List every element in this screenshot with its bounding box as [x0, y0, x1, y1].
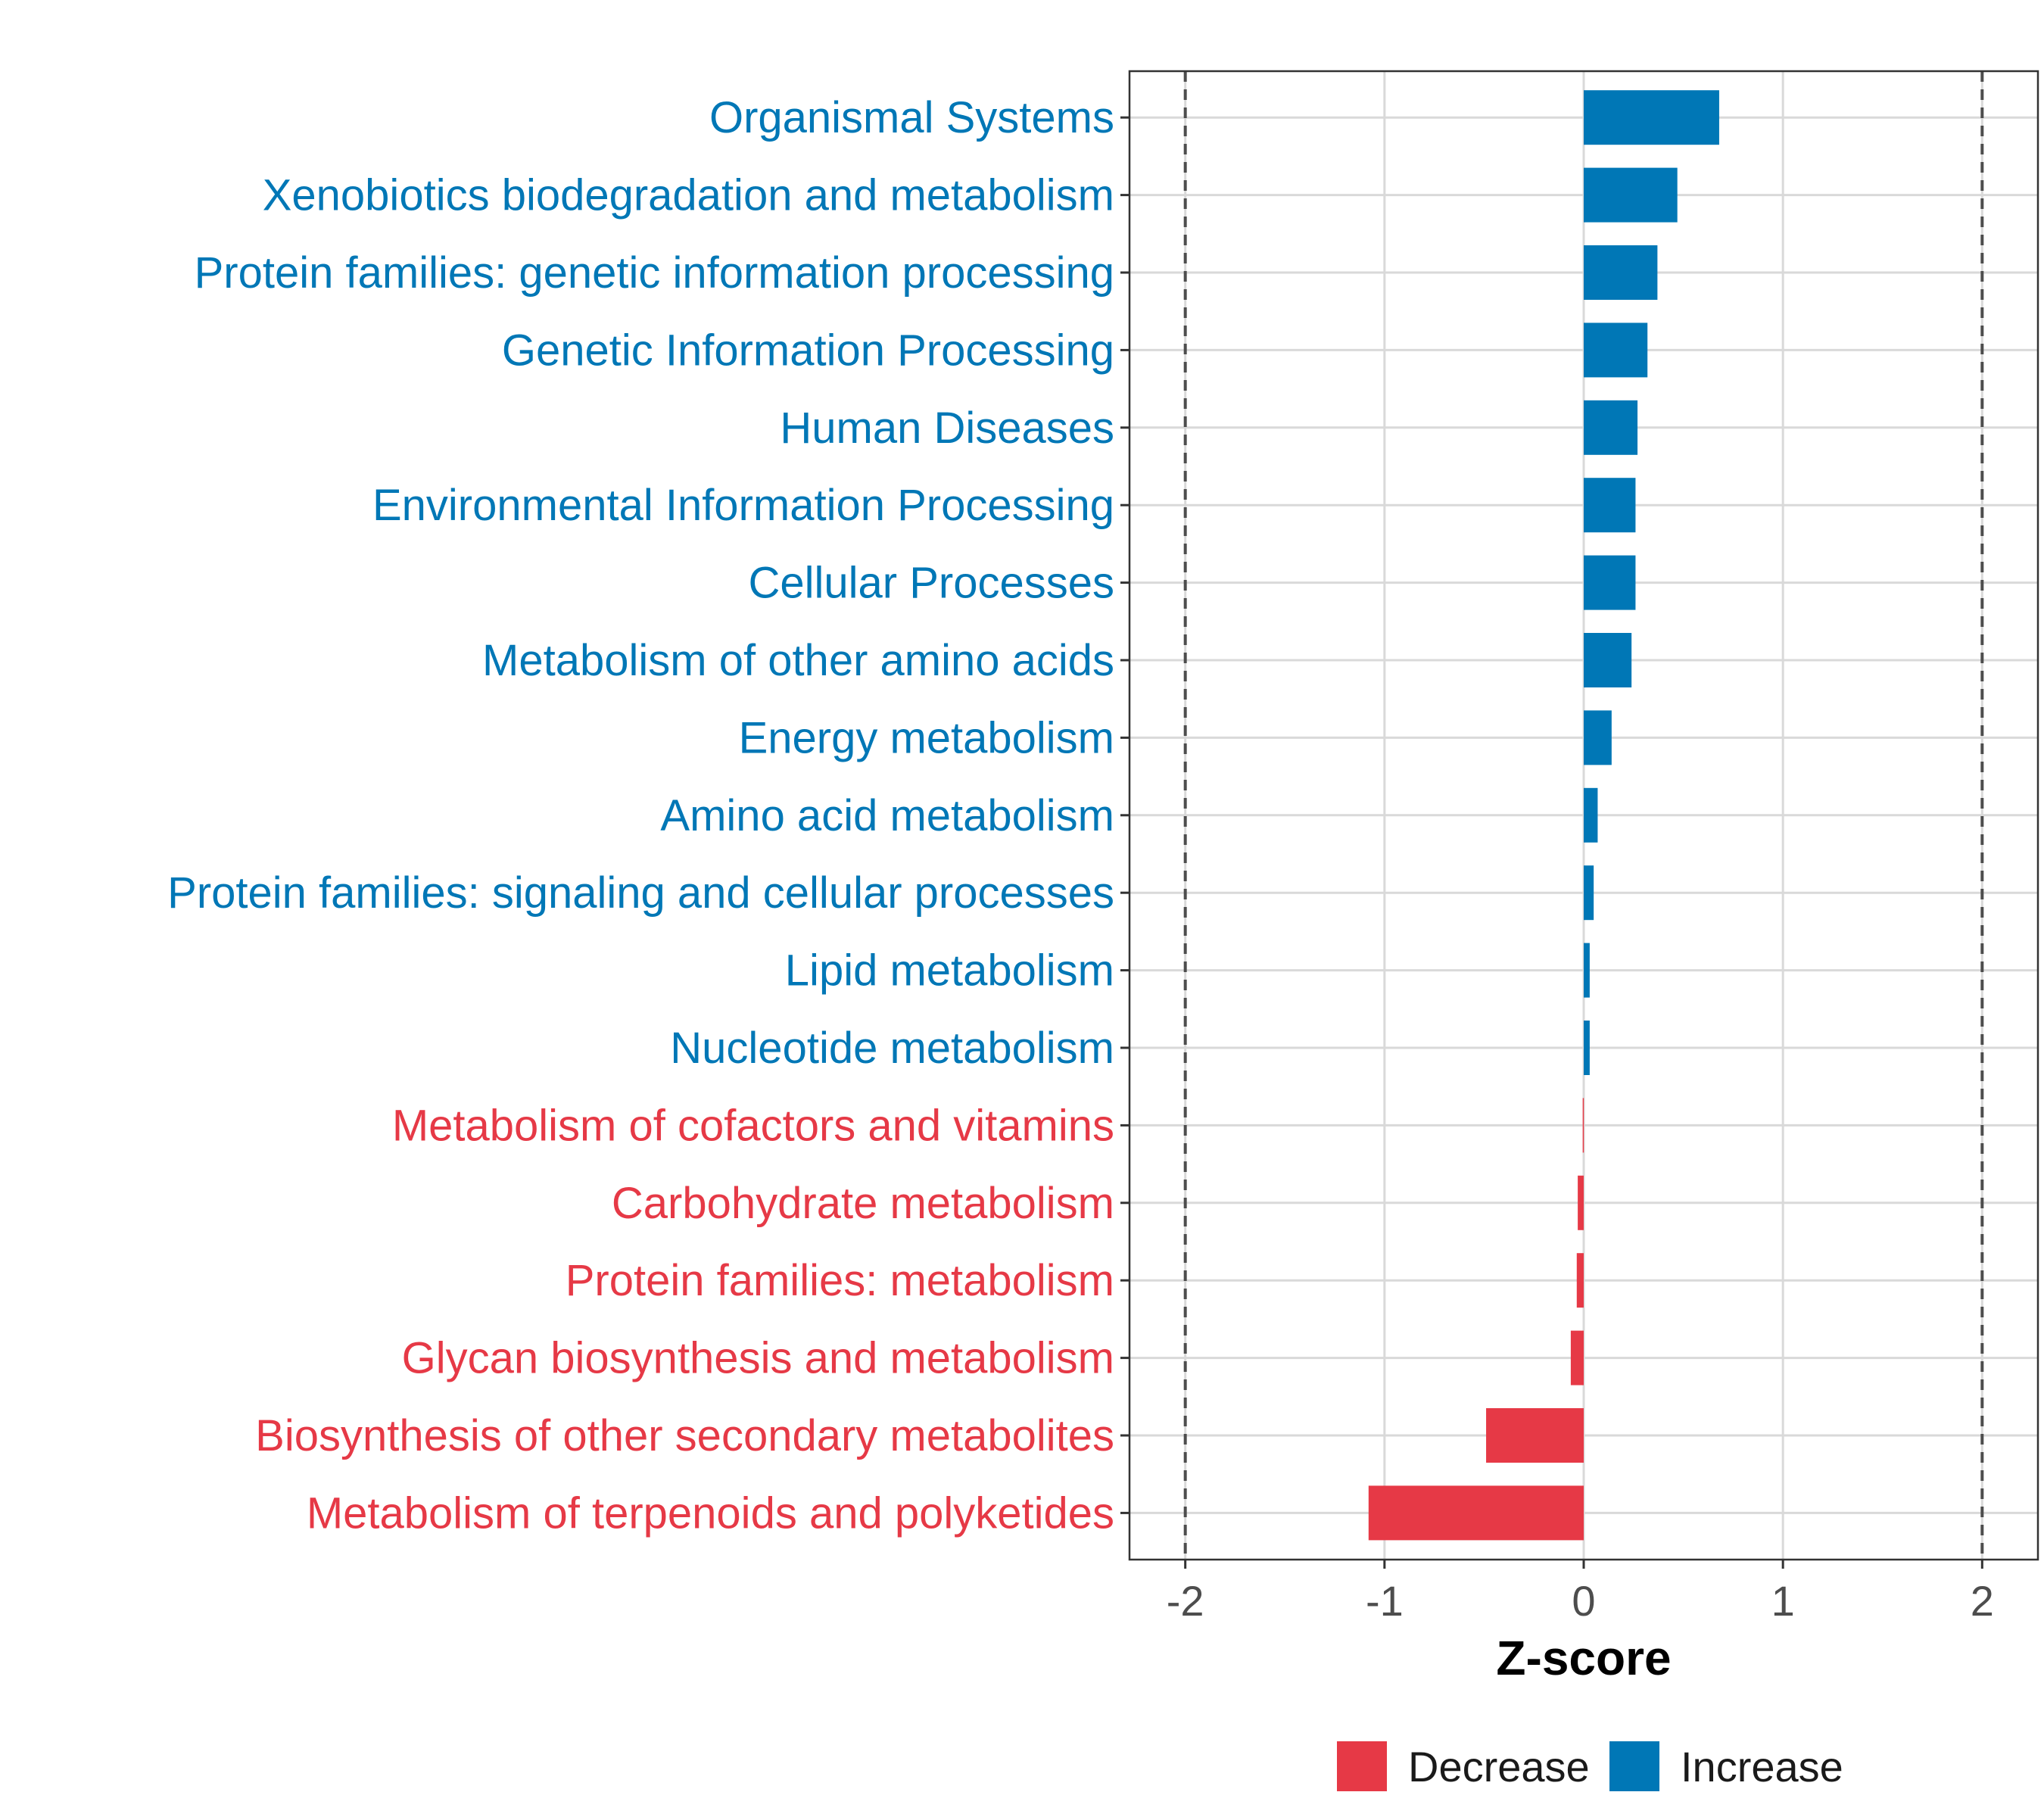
x-tick-label: 1: [1771, 1577, 1795, 1625]
category-label: Genetic Information Processing: [502, 326, 1114, 375]
x-tick-label: -1: [1366, 1577, 1404, 1625]
bar: [1368, 1485, 1584, 1541]
category-label: Biosynthesis of other secondary metaboli…: [255, 1411, 1114, 1460]
bar: [1584, 633, 1632, 687]
bar: [1570, 1330, 1584, 1385]
category-label: Cellular Processes: [748, 559, 1114, 608]
y-axis: Organismal Systems Xenobiotics biodegrada…: [167, 93, 1129, 1538]
bar: [1584, 400, 1638, 455]
category-label: Glycan biosynthesis and metabolism: [402, 1334, 1114, 1383]
category-label: Organismal Systems: [709, 93, 1114, 142]
category-label: Amino acid metabolism: [660, 791, 1114, 840]
x-axis: -2 -1 0 1 2: [1167, 1560, 1994, 1625]
category-label: Environmental Information Processing: [372, 481, 1114, 530]
category-label: Xenobiotics biodegradation and metabolis…: [263, 171, 1114, 220]
bar: [1584, 710, 1612, 765]
bar: [1584, 1021, 1590, 1075]
category-label: Protein families: signaling and cellular…: [167, 868, 1114, 918]
reference-lines: [1183, 71, 1984, 1560]
legend-swatch-decrease: [1337, 1741, 1387, 1791]
bars: [1368, 90, 1719, 1541]
category-label: Human Diseases: [780, 404, 1114, 453]
bar: [1584, 245, 1658, 300]
bar: [1584, 323, 1648, 378]
legend-label-decrease: Decrease: [1408, 1743, 1590, 1791]
bar: [1486, 1408, 1584, 1463]
bar: [1584, 478, 1636, 533]
category-label: Lipid metabolism: [785, 946, 1114, 996]
bar: [1584, 167, 1678, 223]
bar: [1576, 1253, 1584, 1308]
x-tick-label: 0: [1572, 1577, 1595, 1625]
bar: [1584, 787, 1598, 843]
x-tick-label: -2: [1167, 1577, 1204, 1625]
bar: [1584, 555, 1636, 610]
bar: [1584, 90, 1719, 145]
category-label: Metabolism of cofactors and vitamins: [392, 1101, 1114, 1150]
bar: [1584, 943, 1590, 998]
x-tick-label: 2: [1971, 1577, 1994, 1625]
category-label: Carbohydrate metabolism: [612, 1179, 1114, 1228]
legend: Decrease Increase: [1337, 1741, 1843, 1791]
category-label: Metabolism of terpenoids and polyketides: [307, 1488, 1114, 1538]
category-label: Metabolism of other amino acids: [482, 636, 1114, 685]
legend-swatch-increase: [1609, 1741, 1659, 1791]
bar: [1584, 865, 1594, 921]
legend-label-increase: Increase: [1681, 1743, 1843, 1791]
category-label: Protein families: genetic information pr…: [195, 248, 1114, 298]
bar: [1582, 1098, 1584, 1153]
category-label: Nucleotide metabolism: [670, 1024, 1114, 1073]
bar: [1578, 1175, 1584, 1230]
x-axis-title: Z-score: [1496, 1631, 1671, 1685]
category-label: Energy metabolism: [739, 713, 1114, 762]
category-label: Protein families: metabolism: [566, 1256, 1114, 1305]
